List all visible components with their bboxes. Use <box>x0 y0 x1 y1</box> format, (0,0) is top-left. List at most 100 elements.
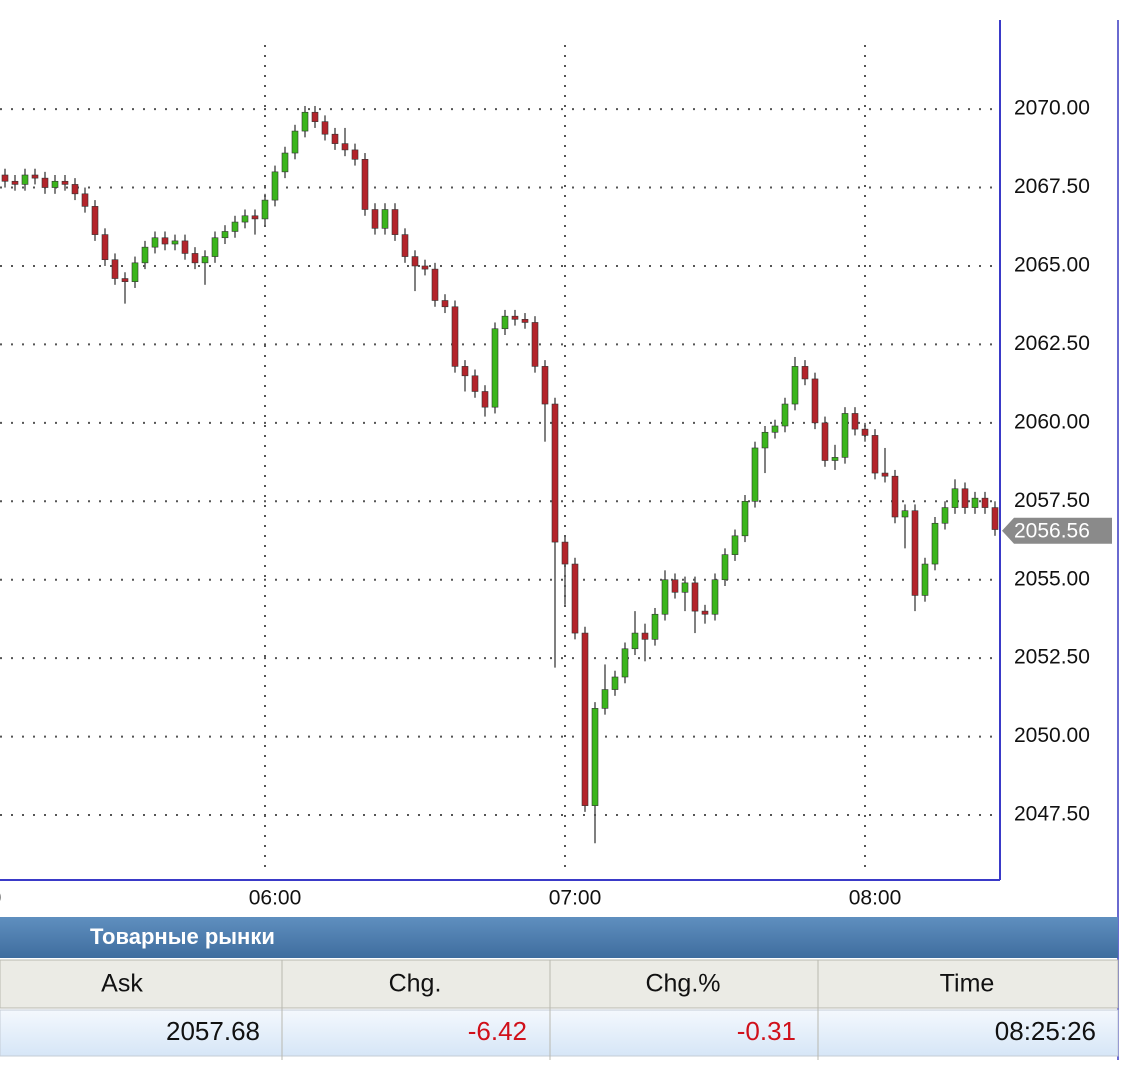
table-title: Товарные рынки <box>90 924 275 949</box>
candle-body <box>701 610 709 615</box>
candle-body <box>761 431 769 449</box>
candle-body <box>331 133 339 144</box>
last-price-label: 2056.56 <box>1014 519 1090 542</box>
candle-body <box>751 447 759 502</box>
candle-body <box>411 256 419 267</box>
candle-body <box>931 522 939 565</box>
y-tick-label: 2065.00 <box>1014 254 1090 277</box>
candle-body <box>591 708 599 806</box>
candle-body <box>311 111 319 122</box>
candle-body <box>451 306 459 367</box>
candle-body <box>941 507 949 524</box>
candle-body <box>951 488 959 508</box>
candle-body <box>261 199 269 220</box>
candle-body <box>461 366 469 377</box>
x-tick-label: 05:00 <box>0 887 1 910</box>
candle-body <box>491 328 499 408</box>
candle-body <box>381 209 389 229</box>
candle-body <box>821 422 829 461</box>
candle-body <box>341 143 349 151</box>
ask-value: 2057.68 <box>166 1016 260 1046</box>
candle-body <box>291 130 299 154</box>
candle-body <box>181 240 189 254</box>
column-header: Chg. <box>389 970 442 998</box>
candle-body <box>301 111 309 132</box>
candle-body <box>711 579 719 615</box>
y-tick-label: 2062.50 <box>1014 332 1090 355</box>
candle-body <box>371 209 379 229</box>
candle-body <box>841 413 849 458</box>
candle-body <box>321 121 329 135</box>
candle-body <box>781 403 789 427</box>
y-tick-label: 2052.50 <box>1014 646 1090 669</box>
candle-body <box>511 315 519 320</box>
data-row <box>0 1009 1119 1057</box>
candle-body <box>981 497 989 508</box>
candle-body <box>891 475 899 518</box>
candle-body <box>211 237 219 257</box>
candle-body <box>271 171 279 201</box>
candle-body <box>31 174 39 179</box>
candle-body <box>631 632 639 650</box>
column-header: Time <box>940 970 995 998</box>
y-tick-label: 2055.00 <box>1014 567 1090 590</box>
candle-body <box>641 632 649 640</box>
y-tick-label: 2070.00 <box>1014 97 1090 120</box>
table-title-bar <box>0 917 1118 958</box>
candle-body <box>171 240 179 245</box>
y-tick-label: 2060.00 <box>1014 410 1090 433</box>
candle-body <box>11 180 19 185</box>
candle-body <box>191 253 199 264</box>
candle-body <box>531 322 539 367</box>
last-price-tag <box>1002 517 1112 544</box>
candle-body <box>871 435 879 474</box>
candle-body <box>601 689 609 709</box>
candle-body <box>971 497 979 508</box>
candle-body <box>911 510 919 596</box>
x-tick-label: 07:00 <box>549 887 602 910</box>
y-tick-label: 2057.50 <box>1014 489 1090 512</box>
x-tick-label: 06:00 <box>249 887 302 910</box>
candle-body <box>151 237 159 248</box>
candle-body <box>861 428 869 436</box>
candle-body <box>671 579 679 593</box>
candle-body <box>901 510 909 518</box>
candle-body <box>231 221 239 232</box>
chart: 2047.50 2050.00 2052.50 2055.00 2057.50 2060.… <box>0 45 1090 910</box>
candle-body <box>541 366 549 405</box>
candle-body <box>41 177 49 188</box>
column-header: Chg.% <box>645 970 720 998</box>
candle-body <box>221 231 229 239</box>
candle-body <box>351 149 359 160</box>
candle-body <box>961 488 969 508</box>
table: Товарные рынки Ask Chg. Chg.% Time 2057.… <box>0 917 1119 1060</box>
candle-body <box>101 234 109 261</box>
candle-body <box>471 375 479 392</box>
header-row <box>0 959 1119 1009</box>
candle-body <box>801 366 809 380</box>
candle-body <box>501 315 509 330</box>
candle-body <box>391 209 399 235</box>
candle-body <box>571 563 579 634</box>
candle-body <box>611 676 619 690</box>
candle-body <box>361 159 369 210</box>
candle-body <box>141 246 149 264</box>
x-tick-label: 08:00 <box>849 887 902 910</box>
candle-body <box>281 152 289 173</box>
candle-body <box>201 256 209 264</box>
candle-body <box>661 579 669 615</box>
candle-body <box>21 174 29 185</box>
candle-body <box>851 413 859 430</box>
candle-body <box>991 507 999 530</box>
candle-body <box>521 319 529 323</box>
candle-body <box>121 278 129 282</box>
candle-body <box>621 648 629 678</box>
candle-body <box>811 378 819 424</box>
candle-body <box>1 174 9 182</box>
candle-body <box>721 554 729 581</box>
candle-body <box>581 632 589 806</box>
candle-body <box>401 234 409 257</box>
candle-body <box>771 425 779 433</box>
